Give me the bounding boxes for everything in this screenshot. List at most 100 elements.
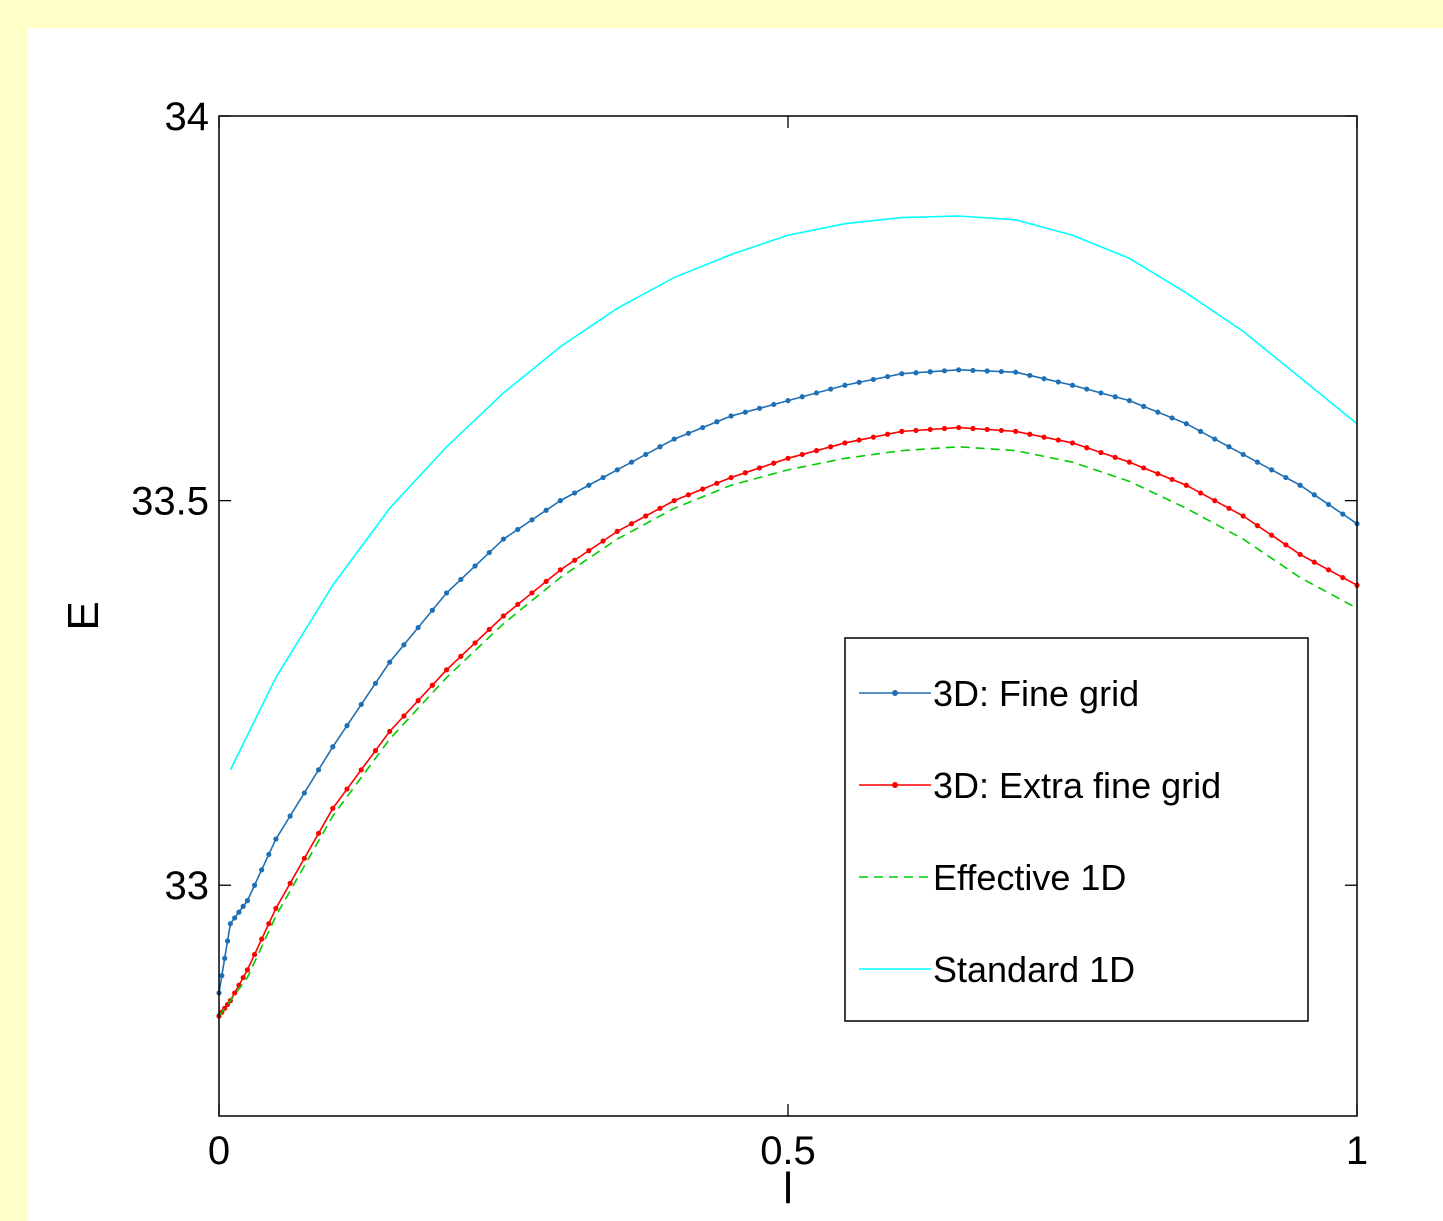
- series-marker-2: [500, 613, 507, 619]
- series-marker-1: [1084, 386, 1090, 392]
- y-tick-label: 33: [165, 864, 210, 908]
- series-marker-2: [1197, 490, 1204, 496]
- series-marker-1: [1283, 474, 1289, 481]
- series-marker-2: [1112, 454, 1118, 460]
- series-marker-1: [870, 376, 876, 383]
- series-marker-1: [628, 459, 635, 465]
- series-marker-1: [486, 549, 492, 556]
- series-marker-2: [856, 437, 862, 443]
- series-marker-1: [387, 659, 393, 665]
- series-marker-2: [344, 786, 350, 792]
- series-marker-2: [771, 460, 777, 466]
- series-marker-1: [813, 390, 820, 396]
- series-marker-2: [1141, 465, 1147, 471]
- series-marker-2: [828, 444, 834, 450]
- series-line-3: [218, 445, 1358, 1017]
- series-marker-1: [828, 386, 834, 392]
- series-marker-1: [927, 369, 933, 375]
- figure-frame: 0 0.5 1 33 33.5 34 l E 3D: Fine grid 3D: Extra…: [28, 28, 1443, 1221]
- series-marker-1: [1297, 482, 1303, 488]
- x-axis-label: l: [783, 1164, 793, 1213]
- legend-label: 3D: Extra fine grid: [933, 765, 1221, 806]
- series-marker-1: [244, 898, 251, 904]
- series-marker-2: [998, 427, 1004, 434]
- series-marker-1: [358, 701, 364, 708]
- series-marker-1: [458, 576, 464, 583]
- series-marker-2: [1098, 449, 1104, 456]
- series-marker-1: [1311, 492, 1317, 498]
- series-marker-2: [956, 424, 962, 431]
- series-marker-1: [1212, 436, 1218, 442]
- series-marker-2: [671, 498, 677, 504]
- series-marker-2: [1240, 513, 1246, 519]
- series-marker-2: [515, 601, 521, 608]
- series-marker-1: [227, 921, 233, 927]
- series-marker-2: [1283, 542, 1289, 548]
- series-marker-1: [984, 368, 990, 374]
- series-marker-2: [728, 474, 734, 481]
- series-marker-2: [984, 426, 990, 433]
- series-marker-2: [572, 557, 578, 563]
- legend-box: [844, 637, 1309, 1022]
- series-marker-2: [458, 653, 464, 659]
- series-marker-2: [700, 486, 706, 492]
- series-marker-1: [1041, 376, 1047, 382]
- y-axis-label: E: [59, 601, 108, 630]
- series-marker-2: [1183, 482, 1189, 488]
- series-marker-1: [643, 451, 649, 458]
- series-marker-2: [586, 548, 592, 554]
- series-marker-1: [344, 723, 350, 729]
- series-marker-2: [1254, 523, 1261, 529]
- series-marker-1: [1340, 511, 1346, 517]
- series-marker-2: [842, 440, 848, 446]
- series-marker-2: [315, 830, 322, 836]
- series-marker-1: [529, 517, 535, 523]
- series-marker-1: [219, 973, 225, 979]
- series-marker-2: [1041, 434, 1047, 440]
- series-marker-2: [301, 855, 307, 861]
- series-marker-1: [1013, 369, 1019, 375]
- series-marker-2: [486, 626, 492, 633]
- series-marker-1: [330, 744, 336, 750]
- series-marker-2: [330, 805, 336, 811]
- series-marker-2: [266, 921, 272, 927]
- legend-label: Effective 1D: [933, 857, 1126, 898]
- series-marker-1: [941, 368, 948, 374]
- series-marker-1: [259, 867, 265, 873]
- series-marker-2: [401, 713, 407, 719]
- series-marker-1: [1169, 415, 1175, 421]
- series-marker-1: [884, 373, 891, 380]
- series-marker-2: [756, 465, 763, 471]
- series-marker-1: [429, 607, 435, 613]
- series-marker-2: [813, 448, 820, 454]
- series-marker-2: [870, 434, 876, 440]
- series-marker-1: [315, 767, 322, 773]
- series-marker-1: [756, 405, 763, 411]
- series-marker-2: [415, 698, 421, 704]
- series-marker-1: [600, 474, 606, 481]
- x-tick-label: 0: [208, 1129, 230, 1173]
- series-marker-1: [444, 590, 450, 596]
- series-marker-1: [1126, 398, 1132, 404]
- ticks-layer: 0 0.5 1 33 33.5 34: [131, 95, 1368, 1173]
- series-line-4: [229, 215, 1358, 771]
- series-marker-1: [1112, 394, 1118, 400]
- series-marker-1: [614, 467, 620, 473]
- series-marker-1: [671, 436, 677, 442]
- series-marker-1: [1183, 421, 1189, 427]
- series-marker-2: [1013, 428, 1019, 434]
- series-marker-1: [232, 915, 238, 921]
- series-marker-2: [557, 567, 564, 573]
- series-marker-1: [543, 507, 549, 513]
- series-marker-2: [287, 880, 293, 886]
- series-marker-2: [970, 425, 976, 432]
- legend-label: Standard 1D: [933, 949, 1135, 990]
- legend: 3D: Fine grid 3D: Extra fine grid Effectiv…: [844, 637, 1309, 1022]
- series-marker-1: [785, 398, 791, 404]
- series-marker-2: [1269, 532, 1275, 538]
- series-marker-2: [1126, 459, 1132, 465]
- series-marker-2: [913, 427, 919, 434]
- series-marker-1: [1197, 428, 1204, 434]
- series-marker-2: [614, 528, 620, 534]
- x-tick-label: 0.5: [760, 1129, 816, 1173]
